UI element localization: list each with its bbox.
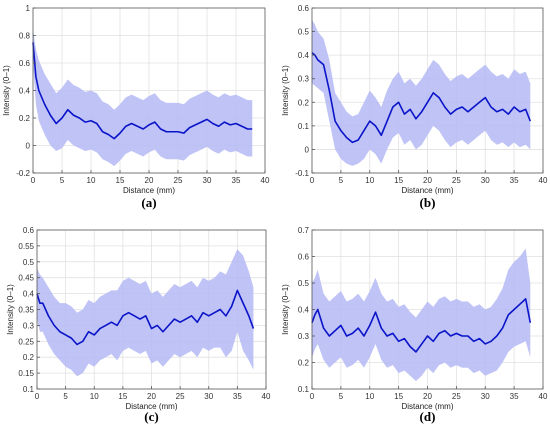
y-tick-label: -0.1 (295, 169, 309, 178)
chart-panel-3: 0 5 10 15 20 25 30 35 40 0.1 0.15 0.2 0.25 0.3 0.35 0.4… (6, 226, 271, 424)
x-tick-label: 40 (262, 392, 271, 401)
x-tick-label: 15 (116, 176, 125, 185)
y-tick-label: 0.2 (298, 98, 310, 107)
y-axis-label: Intensity (0–1) (6, 284, 15, 335)
x-tick-label: 35 (232, 176, 241, 185)
y-tick-label: 0.1 (298, 385, 310, 394)
y-tick-label: 0.7 (298, 226, 310, 235)
x-tick-label: 30 (481, 392, 490, 401)
chart-panel-2: 0 5 10 15 20 25 30 35 40-0.100.10.20.30.40.50.6D… (281, 4, 548, 210)
x-tick-label: 35 (233, 392, 242, 401)
x-tick-label: 20 (423, 392, 432, 401)
x-tick-label: 25 (452, 392, 461, 401)
mean-line (36, 289, 255, 346)
y-tick-label: 0.6 (23, 226, 35, 235)
x-tick-label: 10 (365, 392, 374, 401)
x-tick-label: 35 (510, 392, 519, 401)
x-tick-label: 30 (204, 392, 213, 401)
chart-panel-1: 0 5 10 15 20 25 30 35 40-0.200.20.40.60.81Distan… (2, 4, 270, 210)
x-tick-label: 25 (452, 176, 461, 185)
x-tick-label: 15 (394, 176, 403, 185)
x-tick-label: 30 (203, 176, 212, 185)
x-tick-label: 35 (510, 176, 519, 185)
x-tick-label: 5 (339, 392, 344, 401)
x-tick-label: 10 (365, 176, 374, 185)
x-tick-label: 5 (60, 176, 65, 185)
panel-label: (d) (420, 409, 436, 424)
y-tick-label: 0.6 (298, 253, 310, 262)
y-tick-label: 0.45 (18, 274, 34, 283)
x-tick-label: 20 (423, 176, 432, 185)
y-tick-label: 0.2 (19, 114, 31, 123)
panel-label: (b) (420, 195, 436, 210)
mean-line (311, 52, 532, 144)
y-tick-label: 0.35 (18, 306, 34, 315)
mean-line (311, 298, 532, 353)
y-axis-label: Intensity (0–1) (281, 284, 290, 335)
x-tick-label: 0 (310, 392, 315, 401)
x-tick-label: 10 (87, 176, 96, 185)
std-band (312, 19, 531, 166)
std-band (37, 249, 254, 377)
x-tick-label: 40 (539, 176, 548, 185)
chart-panel-4: 0 5 10 15 20 25 30 35 40 0.1 0.2 0.3 0.4 0.5 0.6 0.7 Dis… (281, 226, 548, 424)
y-tick-label: 0.3 (298, 75, 310, 84)
panel-label: (c) (144, 409, 158, 424)
x-tick-label: 40 (539, 392, 548, 401)
y-axis-label: Intensity (0–1) (281, 65, 290, 116)
x-tick-label: 10 (90, 392, 99, 401)
y-tick-label: 0.4 (23, 290, 35, 299)
panel-label: (a) (141, 195, 156, 210)
x-tick-label: 0 (35, 392, 40, 401)
y-tick-label: 0.4 (19, 87, 31, 96)
mean-line (32, 42, 253, 140)
x-tick-label: 40 (261, 176, 270, 185)
x-tick-label: 5 (339, 176, 344, 185)
y-tick-label: 0 (305, 145, 310, 154)
x-tick-label: 5 (63, 392, 68, 401)
x-axis-label: Distance (mm) (401, 186, 453, 195)
std-band (33, 28, 253, 167)
x-tick-label: 0 (310, 176, 315, 185)
x-tick-label: 0 (31, 176, 36, 185)
y-tick-label: 0.2 (23, 353, 35, 362)
y-tick-label: 0.1 (298, 122, 310, 131)
y-tick-label: 0.2 (298, 359, 310, 368)
x-tick-label: 20 (147, 392, 156, 401)
y-tick-label: 0.8 (19, 32, 31, 41)
y-tick-label: 0.3 (23, 321, 35, 330)
x-tick-label: 15 (394, 392, 403, 401)
y-tick-label: 0.3 (298, 332, 310, 341)
y-tick-label: 0.5 (23, 258, 35, 267)
x-axis-label: Distance (mm) (123, 186, 175, 195)
y-tick-label: 0.15 (18, 369, 34, 378)
x-tick-label: 15 (118, 392, 127, 401)
x-axis-label: Distance (mm) (401, 402, 453, 411)
y-tick-label: 0.6 (298, 4, 310, 13)
y-tick-label: 0.4 (298, 51, 310, 60)
y-tick-label: 0.4 (298, 306, 310, 315)
x-tick-label: 25 (176, 392, 185, 401)
y-tick-label: 0.1 (23, 385, 35, 394)
y-tick-label: 0.5 (298, 28, 310, 37)
y-tick-label: 1 (26, 4, 31, 13)
y-tick-label: 0.5 (298, 279, 310, 288)
y-tick-label: 0 (26, 142, 31, 151)
x-tick-label: 25 (174, 176, 183, 185)
x-axis-label: Distance (mm) (125, 402, 177, 411)
y-tick-label: 0.25 (18, 337, 34, 346)
x-tick-label: 20 (145, 176, 154, 185)
y-axis-label: Intensity (0–1) (2, 65, 11, 116)
y-tick-label: 0.55 (18, 242, 34, 251)
std-band (312, 248, 531, 382)
y-tick-label: -0.2 (16, 169, 30, 178)
y-tick-label: 0.6 (19, 59, 31, 68)
x-tick-label: 30 (481, 176, 490, 185)
